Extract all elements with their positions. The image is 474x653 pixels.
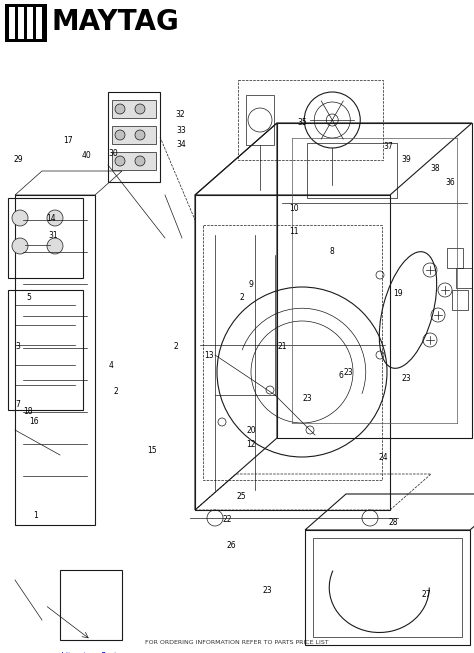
Text: 33: 33 — [176, 126, 186, 135]
Text: 15: 15 — [147, 446, 156, 455]
Circle shape — [115, 104, 125, 114]
Text: Literature Parts: Literature Parts — [61, 652, 121, 653]
Text: 12: 12 — [246, 439, 256, 449]
Text: 23: 23 — [263, 586, 273, 596]
Text: 37: 37 — [384, 142, 393, 151]
Bar — [203, 225, 382, 480]
Text: 23: 23 — [402, 374, 411, 383]
Text: 7: 7 — [16, 400, 20, 409]
Text: 17: 17 — [63, 136, 73, 145]
Text: MAYTAG: MAYTAG — [52, 8, 180, 36]
Bar — [307, 143, 397, 198]
Text: 36: 36 — [446, 178, 455, 187]
Text: 16: 16 — [29, 417, 39, 426]
Bar — [313, 538, 462, 637]
Text: 1: 1 — [33, 511, 38, 520]
Circle shape — [12, 210, 28, 226]
Bar — [8, 290, 83, 410]
Text: 39: 39 — [402, 155, 411, 165]
Text: 30: 30 — [108, 149, 118, 158]
Circle shape — [115, 156, 125, 166]
Bar — [9, 7, 15, 39]
Text: 40: 40 — [82, 151, 91, 160]
Text: 26: 26 — [227, 541, 236, 550]
Text: 22: 22 — [223, 515, 232, 524]
Text: 35: 35 — [298, 118, 307, 127]
Text: 2: 2 — [114, 387, 118, 396]
Text: 3: 3 — [16, 342, 20, 351]
Bar — [112, 152, 156, 170]
Text: 10: 10 — [289, 204, 299, 214]
Text: 38: 38 — [430, 164, 440, 173]
Text: 2: 2 — [173, 342, 178, 351]
Bar — [305, 530, 470, 645]
Circle shape — [135, 130, 145, 140]
Text: 9: 9 — [249, 279, 254, 289]
Bar — [15, 195, 95, 525]
Text: 28: 28 — [389, 518, 398, 527]
Bar — [447, 248, 463, 268]
Bar — [238, 80, 383, 160]
Text: 5: 5 — [26, 293, 31, 302]
Bar — [18, 7, 24, 39]
Text: 6: 6 — [339, 371, 344, 380]
Text: 23: 23 — [302, 394, 312, 403]
Bar — [60, 570, 122, 640]
Text: 19: 19 — [393, 289, 403, 298]
Bar — [112, 126, 156, 144]
Text: 4: 4 — [109, 361, 114, 370]
Bar — [5, 4, 47, 42]
Text: 29: 29 — [13, 155, 23, 165]
Circle shape — [47, 210, 63, 226]
Circle shape — [115, 130, 125, 140]
Bar — [246, 95, 274, 145]
Text: 20: 20 — [246, 426, 256, 436]
Text: 31: 31 — [48, 231, 58, 240]
Text: 23: 23 — [344, 368, 353, 377]
Bar — [456, 268, 472, 288]
Text: 2: 2 — [239, 293, 244, 302]
Circle shape — [47, 238, 63, 254]
Bar — [27, 7, 33, 39]
Bar — [8, 198, 83, 278]
Text: 8: 8 — [329, 247, 334, 256]
Text: 13: 13 — [204, 351, 213, 360]
Bar — [36, 7, 42, 39]
Circle shape — [135, 104, 145, 114]
Bar — [452, 290, 468, 310]
Circle shape — [135, 156, 145, 166]
Text: 21: 21 — [277, 342, 287, 351]
Text: FOR ORDERING INFORMATION REFER TO PARTS PRICE LIST: FOR ORDERING INFORMATION REFER TO PARTS … — [145, 639, 329, 645]
Bar — [112, 100, 156, 118]
Text: 11: 11 — [289, 227, 299, 236]
Circle shape — [12, 238, 28, 254]
Text: 18: 18 — [24, 407, 33, 416]
Text: 32: 32 — [175, 110, 185, 119]
Bar — [108, 92, 160, 182]
Bar — [195, 195, 390, 510]
Text: 27: 27 — [422, 590, 431, 599]
Text: 14: 14 — [46, 214, 56, 223]
Text: 24: 24 — [378, 453, 388, 462]
Text: 34: 34 — [176, 140, 186, 150]
Text: 25: 25 — [237, 492, 246, 501]
